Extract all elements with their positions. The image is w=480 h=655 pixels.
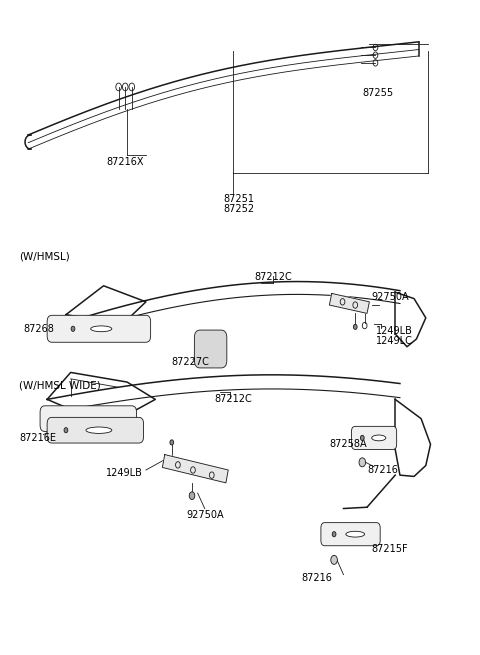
Polygon shape bbox=[329, 293, 370, 313]
Text: (W/HMSL): (W/HMSL) bbox=[19, 252, 70, 262]
Ellipse shape bbox=[372, 435, 386, 441]
Circle shape bbox=[331, 555, 337, 565]
Text: 1249LB: 1249LB bbox=[106, 468, 143, 477]
Text: 92750A: 92750A bbox=[186, 510, 224, 520]
Circle shape bbox=[71, 326, 75, 331]
Circle shape bbox=[170, 440, 174, 445]
Text: 1249LB: 1249LB bbox=[376, 326, 413, 336]
Text: 87252: 87252 bbox=[224, 204, 255, 214]
Text: 87212C: 87212C bbox=[254, 272, 292, 282]
Ellipse shape bbox=[91, 326, 112, 331]
FancyBboxPatch shape bbox=[47, 315, 151, 343]
Text: 1249LC: 1249LC bbox=[376, 336, 413, 346]
Text: 87255: 87255 bbox=[362, 88, 394, 98]
Polygon shape bbox=[162, 455, 228, 483]
Ellipse shape bbox=[86, 427, 112, 434]
Circle shape bbox=[332, 532, 336, 536]
FancyBboxPatch shape bbox=[351, 426, 396, 449]
Text: 87216E: 87216E bbox=[19, 433, 56, 443]
FancyBboxPatch shape bbox=[194, 330, 227, 368]
Text: 87216: 87216 bbox=[301, 573, 332, 583]
Circle shape bbox=[353, 324, 357, 329]
Circle shape bbox=[64, 428, 68, 433]
Text: 87216: 87216 bbox=[367, 465, 398, 475]
Circle shape bbox=[359, 458, 366, 467]
Ellipse shape bbox=[346, 531, 365, 537]
Text: 87227C: 87227C bbox=[172, 356, 210, 367]
Text: 92750A: 92750A bbox=[372, 291, 409, 302]
Text: (W/HMSL WIDE): (W/HMSL WIDE) bbox=[19, 381, 101, 390]
FancyBboxPatch shape bbox=[47, 417, 144, 443]
Text: 87268: 87268 bbox=[24, 324, 55, 334]
Circle shape bbox=[189, 492, 195, 500]
Text: 87258A: 87258A bbox=[329, 440, 367, 449]
Text: 87215F: 87215F bbox=[372, 544, 408, 554]
Text: 87251: 87251 bbox=[224, 194, 254, 204]
FancyBboxPatch shape bbox=[321, 523, 380, 546]
FancyBboxPatch shape bbox=[40, 406, 136, 432]
Circle shape bbox=[360, 436, 364, 440]
Text: 87212C: 87212C bbox=[214, 394, 252, 404]
Text: 87216X: 87216X bbox=[106, 157, 144, 167]
